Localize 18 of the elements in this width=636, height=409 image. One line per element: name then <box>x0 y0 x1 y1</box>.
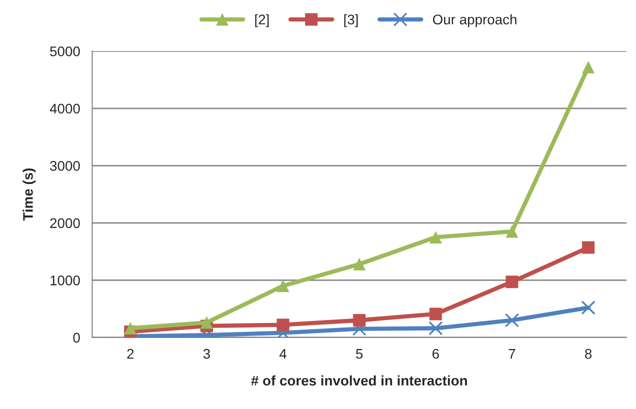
x-tick-label: 5 <box>356 349 363 359</box>
y-axis-title: Time (s) <box>22 168 36 221</box>
x-axis-title: # of cores involved in interaction <box>251 375 467 386</box>
x-tick-label: 4 <box>279 349 286 359</box>
legend-label: [2] <box>255 14 269 28</box>
y-tick-label: 3000 <box>50 160 80 171</box>
x-tick-label: 3 <box>203 348 210 359</box>
y-tick-label: 5000 <box>50 46 80 56</box>
y-tick-label: 4000 <box>50 104 80 114</box>
y-tick-label: 0 <box>73 332 80 343</box>
y-tick-label: 2000 <box>50 218 80 228</box>
legend-label: Our approach <box>432 14 516 28</box>
x-tick-label: 7 <box>508 349 516 359</box>
y-tick-label: 1000 <box>50 276 80 286</box>
x-tick-label: 6 <box>432 348 439 359</box>
x-tick-label: 2 <box>127 348 134 359</box>
x-tick-label: 8 <box>585 348 592 359</box>
legend-label: [3] <box>344 14 358 28</box>
